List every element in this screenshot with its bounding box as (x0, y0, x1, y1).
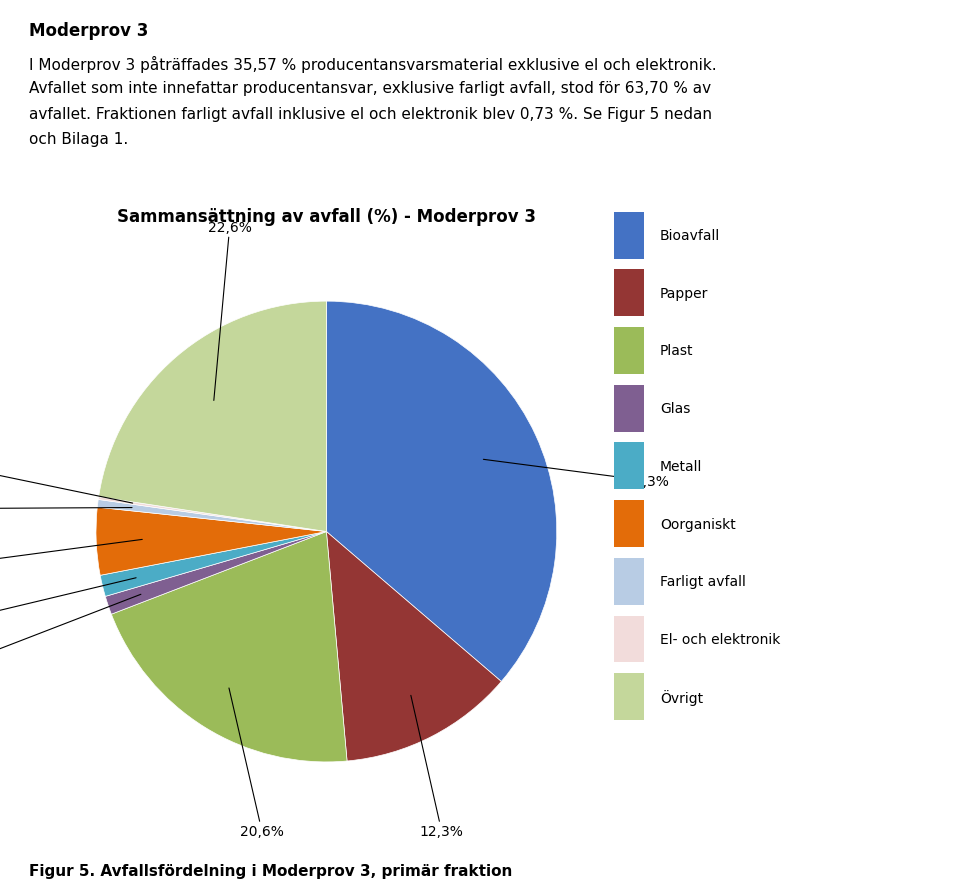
Text: 4,73%: 4,73% (0, 540, 142, 571)
Text: Metall: Metall (660, 460, 703, 473)
Text: Farligt avfall: Farligt avfall (660, 575, 746, 588)
Wedge shape (326, 532, 501, 761)
Text: 0,19%: 0,19% (0, 460, 132, 503)
Text: Papper: Papper (660, 286, 708, 300)
Text: Figur 5. Avfallsfördelning i Moderprov 3, primär fraktion: Figur 5. Avfallsfördelning i Moderprov 3… (29, 863, 513, 878)
Text: Oorganiskt: Oorganiskt (660, 517, 736, 531)
Text: Plast: Plast (660, 344, 693, 358)
Bar (614, 501, 644, 547)
Bar (614, 673, 644, 721)
Text: 0,54%: 0,54% (0, 502, 132, 516)
Bar (614, 328, 644, 375)
Bar (614, 616, 644, 662)
Text: 1,5%: 1,5% (0, 578, 136, 627)
Bar (614, 385, 644, 432)
Title: Sammansättning av avfall (%) - Moderprov 3: Sammansättning av avfall (%) - Moderprov… (117, 208, 536, 226)
Text: avfallet. Fraktionen farligt avfall inklusive el och elektronik blev 0,73 %. Se : avfallet. Fraktionen farligt avfall inkl… (29, 106, 711, 122)
Wedge shape (96, 508, 326, 576)
Bar (614, 270, 644, 316)
Text: 36,3%: 36,3% (484, 460, 670, 488)
Text: Övrigt: Övrigt (660, 688, 704, 704)
Text: Bioavfall: Bioavfall (660, 229, 720, 243)
Text: 1,3%: 1,3% (0, 595, 141, 670)
Bar (614, 213, 644, 259)
Text: 22,6%: 22,6% (207, 221, 252, 401)
Bar (614, 558, 644, 605)
Text: 12,3%: 12,3% (411, 696, 464, 838)
Wedge shape (98, 497, 326, 532)
Wedge shape (97, 500, 326, 532)
Text: I Moderprov 3 påträffades 35,57 % producentansvarsmaterial exklusive el och elek: I Moderprov 3 påträffades 35,57 % produc… (29, 56, 716, 73)
Wedge shape (326, 302, 557, 682)
Wedge shape (106, 532, 326, 614)
Wedge shape (99, 302, 326, 532)
Wedge shape (111, 532, 348, 762)
Bar (614, 443, 644, 490)
Text: och Bilaga 1.: och Bilaga 1. (29, 131, 128, 147)
Text: 20,6%: 20,6% (229, 688, 284, 838)
Wedge shape (100, 532, 326, 596)
Text: Moderprov 3: Moderprov 3 (29, 22, 148, 40)
Text: Avfallet som inte innefattar producentansvar, exklusive farligt avfall, stod för: Avfallet som inte innefattar producentan… (29, 81, 711, 97)
Text: El- och elektronik: El- och elektronik (660, 632, 780, 646)
Text: Glas: Glas (660, 401, 690, 416)
